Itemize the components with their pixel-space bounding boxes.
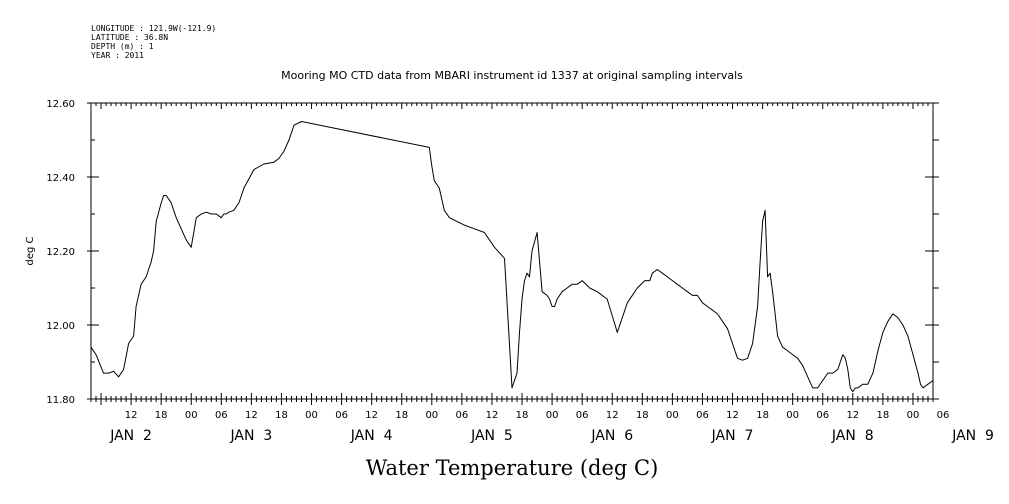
x-hour-tick-label: 00 [546, 410, 559, 421]
x-hour-tick-label: 06 [937, 410, 950, 421]
x-day-label: JAN 7 [711, 428, 754, 444]
x-hour-tick-label: 18 [756, 410, 769, 421]
x-hour-tick-label: 00 [425, 410, 438, 421]
y-tick-label: 12.00 [46, 321, 75, 332]
x-hour-tick-label: 12 [726, 410, 739, 421]
x-hour-tick-label: 18 [275, 410, 288, 421]
x-hour-tick-label: 06 [335, 410, 348, 421]
x-hour-tick-label: 00 [666, 410, 679, 421]
x-hour-tick-label: 00 [305, 410, 318, 421]
x-hour-tick-label: 06 [696, 410, 709, 421]
x-hour-tick-label: 00 [907, 410, 920, 421]
plot-frame [90, 102, 934, 400]
series-water-temperature [90, 121, 934, 393]
x-hour-tick-label: 12 [486, 410, 499, 421]
y-tick-label: 12.20 [46, 247, 75, 258]
x-day-label: JAN 5 [470, 428, 513, 444]
tick-marks [87, 102, 939, 405]
y-axis-label: deg C [25, 236, 36, 265]
x-day-label: JAN 2 [109, 428, 152, 444]
x-day-label: JAN 6 [590, 428, 633, 444]
y-axis-labels: 11.80 12.00 12.20 12.40 12.60 [46, 99, 75, 406]
x-axis-label: Water Temperature (deg C) [366, 456, 659, 480]
x-hour-tick-label: 12 [365, 410, 378, 421]
meta-longitude: LONGITUDE : 121.9W(-121.9) [91, 24, 216, 33]
x-day-label: JAN 3 [230, 428, 273, 444]
meta-latitude: LATITUDE : 36.8N [91, 33, 168, 42]
x-axis-labels: 12 18 00 06 12 18 00 06 12 18 00 06 12 18 00 06 12 18 00 06… [109, 410, 994, 444]
x-hour-tick-label: 12 [846, 410, 859, 421]
y-tick-label: 11.80 [46, 395, 75, 406]
x-hour-tick-label: 18 [636, 410, 649, 421]
x-day-label: JAN 4 [350, 428, 393, 444]
x-hour-tick-label: 12 [245, 410, 258, 421]
meta-year: YEAR : 2011 [91, 51, 144, 60]
x-hour-tick-label: 12 [125, 410, 138, 421]
x-hour-tick-label: 00 [786, 410, 799, 421]
x-day-label: JAN 8 [831, 428, 874, 444]
y-tick-label: 12.60 [46, 99, 75, 110]
metadata-block: LONGITUDE : 121.9W(-121.9) LATITUDE : 36… [91, 24, 216, 60]
x-hour-tick-label: 06 [576, 410, 589, 421]
x-hour-tick-label: 18 [155, 410, 168, 421]
x-hour-tick-label: 12 [606, 410, 619, 421]
y-tick-label: 12.40 [46, 173, 75, 184]
meta-depth: DEPTH (m) : 1 [91, 42, 154, 51]
x-hour-tick-label: 18 [395, 410, 408, 421]
x-day-label: JAN 9 [951, 428, 994, 444]
axis-ticks [87, 102, 939, 405]
x-hour-tick-label: 06 [215, 410, 228, 421]
x-hour-tick-label: 00 [185, 410, 198, 421]
x-hour-tick-label: 06 [456, 410, 469, 421]
chart-title: Mooring MO CTD data from MBARI instrumen… [281, 69, 743, 82]
x-hour-tick-label: 18 [877, 410, 890, 421]
x-hour-tick-label: 06 [816, 410, 829, 421]
series-line [90, 121, 934, 393]
x-hour-tick-label: 18 [516, 410, 529, 421]
